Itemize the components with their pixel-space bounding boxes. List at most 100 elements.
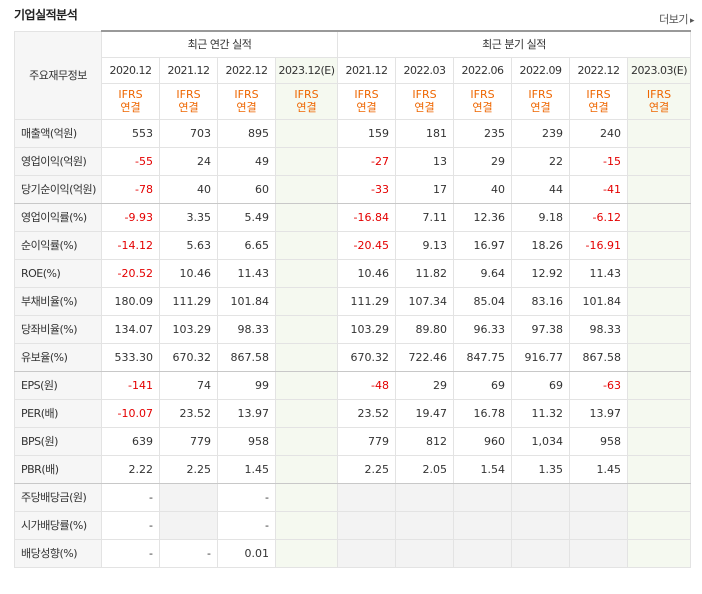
- quarter-value-cell: 1.35: [511, 454, 570, 484]
- quarter-value-cell: [627, 342, 691, 372]
- quarter-value-cell: [453, 482, 512, 512]
- annual-period-header: 2021.12: [159, 56, 218, 84]
- quarter-value-cell: [627, 510, 691, 540]
- quarter-value-cell: 11.43: [569, 258, 628, 288]
- annual-value-cell: 0.01: [217, 538, 276, 568]
- quarter-value-cell: [395, 482, 454, 512]
- row-label: 당기순이익(억원): [14, 174, 102, 204]
- quarter-period-header: 2022.03: [395, 56, 454, 84]
- annual-value-cell: -: [159, 538, 218, 568]
- annual-value-cell: 134.07: [101, 314, 160, 344]
- quarter-value-cell: 10.46: [337, 258, 396, 288]
- ifrs-basis-label: IFRS 연결: [511, 82, 570, 120]
- row-label: BPS(원): [14, 426, 102, 456]
- annual-value-cell: 553: [101, 118, 160, 148]
- quarter-value-cell: 16.78: [453, 398, 512, 428]
- quarter-value-cell: [627, 258, 691, 288]
- quarter-value-cell: 85.04: [453, 286, 512, 316]
- quarter-value-cell: 1.45: [569, 454, 628, 484]
- table-row: PER(배) -10.07 23.52 13.97 23.52 19.47 16.78 11.…: [14, 398, 691, 428]
- financial-table: 주요재무정보 최근 연간 실적 최근 분기 실적 2020.12 2021.12 2022…: [14, 30, 691, 568]
- quarter-value-cell: 12.92: [511, 258, 570, 288]
- annual-period-header: 2023.12(E): [275, 56, 338, 84]
- quarter-value-cell: [627, 286, 691, 316]
- annual-value-cell: 670.32: [159, 342, 218, 372]
- quarter-value-cell: 18.26: [511, 230, 570, 260]
- annual-value-cell: -: [101, 482, 160, 512]
- quarter-value-cell: [627, 538, 691, 568]
- quarter-value-cell: [511, 482, 570, 512]
- annual-value-cell: [275, 482, 338, 512]
- table-row: 당기순이익(억원) -78 40 60 -33 17 40 44 -41: [14, 174, 691, 204]
- annual-value-cell: 1.45: [217, 454, 276, 484]
- annual-value-cell: 6.65: [217, 230, 276, 260]
- quarter-value-cell: 23.52: [337, 398, 396, 428]
- more-link[interactable]: 더보기 ▸: [659, 11, 694, 27]
- quarter-value-cell: [627, 454, 691, 484]
- annual-period-header: 2022.12: [217, 56, 276, 84]
- quarter-value-cell: [395, 538, 454, 568]
- quarter-value-cell: 235: [453, 118, 512, 148]
- quarter-group-header: 최근 분기 실적: [337, 30, 691, 58]
- quarter-value-cell: 159: [337, 118, 396, 148]
- row-label: EPS(원): [14, 370, 102, 400]
- annual-value-cell: [275, 286, 338, 316]
- annual-value-cell: [275, 202, 338, 232]
- annual-value-cell: 3.35: [159, 202, 218, 232]
- quarter-value-cell: 103.29: [337, 314, 396, 344]
- annual-value-cell: 533.30: [101, 342, 160, 372]
- annual-value-cell: 5.63: [159, 230, 218, 260]
- quarter-value-cell: [395, 510, 454, 540]
- annual-value-cell: 5.49: [217, 202, 276, 232]
- annual-value-cell: 74: [159, 370, 218, 400]
- row-label: 영업이익(억원): [14, 146, 102, 176]
- row-label: 부채비율(%): [14, 286, 102, 316]
- quarter-value-cell: 12.36: [453, 202, 512, 232]
- annual-value-cell: -: [101, 510, 160, 540]
- ifrs-basis-label: IFRS 연결: [275, 82, 338, 120]
- annual-value-cell: 101.84: [217, 286, 276, 316]
- table-row: 영업이익(억원) -55 24 49 -27 13 29 22 -15: [14, 146, 691, 176]
- quarter-value-cell: [627, 230, 691, 260]
- row-label: 시가배당률(%): [14, 510, 102, 540]
- quarter-value-cell: -20.45: [337, 230, 396, 260]
- quarter-value-cell: [627, 174, 691, 204]
- quarter-value-cell: 916.77: [511, 342, 570, 372]
- annual-value-cell: 98.33: [217, 314, 276, 344]
- annual-value-cell: [275, 342, 338, 372]
- annual-value-cell: -141: [101, 370, 160, 400]
- quarter-value-cell: [337, 510, 396, 540]
- quarter-value-cell: 1.54: [453, 454, 512, 484]
- table-row: PBR(배) 2.22 2.25 1.45 2.25 2.05 1.54 1.35 1.45: [14, 454, 691, 484]
- annual-value-cell: [159, 510, 218, 540]
- quarter-value-cell: [627, 202, 691, 232]
- annual-value-cell: 703: [159, 118, 218, 148]
- ifrs-basis-label: IFRS 연결: [217, 82, 276, 120]
- quarter-value-cell: -63: [569, 370, 628, 400]
- quarter-value-cell: 83.16: [511, 286, 570, 316]
- ifrs-basis-label: IFRS 연결: [569, 82, 628, 120]
- quarter-value-cell: [569, 482, 628, 512]
- ifrs-basis-label: IFRS 연결: [337, 82, 396, 120]
- quarter-value-cell: 40: [453, 174, 512, 204]
- annual-value-cell: 40: [159, 174, 218, 204]
- quarter-value-cell: 181: [395, 118, 454, 148]
- table-row: 배당성향(%) - -0.01: [14, 538, 691, 568]
- annual-value-cell: 111.29: [159, 286, 218, 316]
- table-row: 매출액(억원) 553 703 895 159 181 235 239 240: [14, 118, 691, 148]
- quarter-value-cell: 9.13: [395, 230, 454, 260]
- annual-value-cell: 180.09: [101, 286, 160, 316]
- row-label: 주당배당금(원): [14, 482, 102, 512]
- quarter-value-cell: -48: [337, 370, 396, 400]
- quarter-value-cell: 240: [569, 118, 628, 148]
- annual-value-cell: [275, 258, 338, 288]
- annual-value-cell: -14.12: [101, 230, 160, 260]
- quarter-value-cell: [453, 510, 512, 540]
- annual-value-cell: 11.43: [217, 258, 276, 288]
- quarter-value-cell: 722.46: [395, 342, 454, 372]
- quarter-value-cell: 44: [511, 174, 570, 204]
- quarter-value-cell: 1,034: [511, 426, 570, 456]
- table-row: 영업이익률(%) -9.93 3.35 5.49 -16.84 7.11 12.36 9.18…: [14, 202, 691, 232]
- annual-value-cell: -20.52: [101, 258, 160, 288]
